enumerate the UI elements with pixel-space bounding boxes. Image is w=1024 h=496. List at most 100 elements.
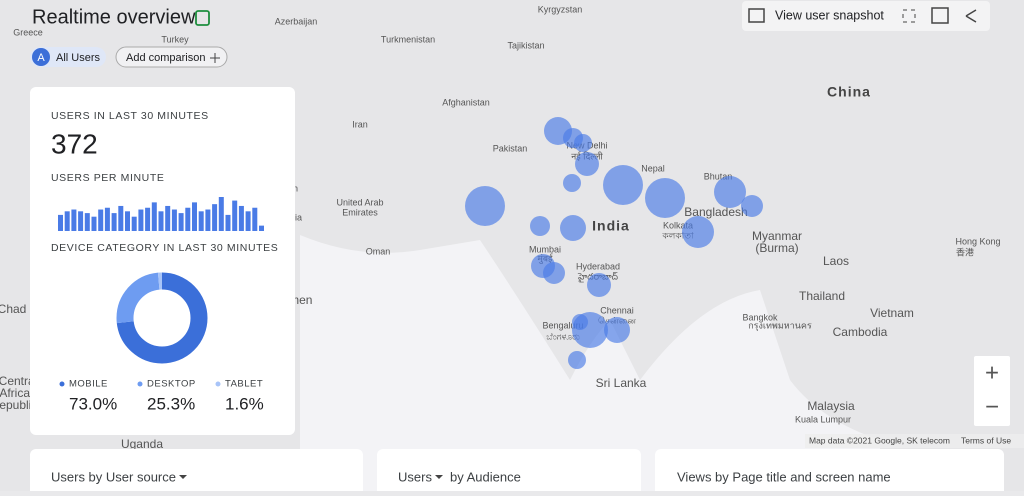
- location-bubble: [563, 174, 581, 192]
- card: [30, 449, 363, 496]
- map-label: (Burma): [755, 241, 798, 255]
- location-bubble: [575, 152, 599, 176]
- bar: [104, 207, 110, 231]
- bar: [131, 216, 137, 231]
- map-label: Bengaluru: [542, 320, 583, 330]
- dropdown-icon: [435, 475, 443, 479]
- map-label: Vietnam: [870, 306, 914, 320]
- card-title: by Audience: [450, 469, 521, 484]
- location-bubble: [645, 178, 685, 218]
- bar: [118, 205, 124, 231]
- map-label: Kyrgyzstan: [538, 4, 583, 14]
- map-label: Greece: [13, 27, 43, 37]
- zoom-control: [974, 356, 1010, 426]
- bar: [218, 197, 224, 231]
- legend-value: 73.0%: [69, 394, 117, 413]
- share-icon[interactable]: [965, 9, 977, 23]
- map-label: Emirates: [342, 207, 378, 217]
- location-bubble: [714, 176, 746, 208]
- bar: [98, 209, 104, 231]
- donut-segment: [116, 272, 208, 364]
- bar: [192, 202, 197, 231]
- map-label: African: [0, 386, 37, 400]
- device-donut: MOBILE 73.0% DESKTOP 25.3% TABLET 1.6%: [59, 272, 264, 413]
- bar: [178, 213, 184, 231]
- map-label: Chad: [0, 302, 26, 316]
- map-label: Kolkata: [663, 220, 693, 230]
- zoom-out[interactable]: −: [985, 393, 999, 420]
- dropdown-icon: [179, 475, 187, 479]
- insights-icon[interactable]: [931, 7, 949, 24]
- snapshot-button[interactable]: View user snapshot: [775, 8, 884, 22]
- location-bubble: [574, 134, 592, 152]
- badge-dot: [32, 48, 50, 66]
- summary-card: [30, 87, 295, 435]
- map-label: Thailand: [799, 289, 845, 303]
- map-label: Sri Lanka: [596, 376, 647, 390]
- bar: [212, 204, 218, 231]
- location-bubble: [568, 351, 586, 369]
- bar: [145, 207, 151, 231]
- device-label: DEVICE CATEGORY IN LAST 30 MINUTES: [51, 242, 278, 254]
- per-minute-chart: [58, 197, 264, 231]
- legend-value: 25.3%: [147, 394, 195, 413]
- legend-dot: [137, 381, 143, 387]
- legend-dot: [215, 381, 221, 387]
- location-bubble: [543, 262, 565, 284]
- terms-link[interactable]: Terms of Use: [961, 435, 1011, 445]
- bar: [225, 214, 231, 231]
- map-label: Afghanistan: [442, 97, 490, 107]
- location-bubble: [682, 216, 714, 248]
- map-labels: Azerbaijan Turkmenistan Tajikistan Kyrgyzst…: [0, 4, 1001, 451]
- map-label: Iran: [352, 119, 368, 129]
- map-label: Myanmar: [752, 229, 802, 243]
- add-comparison-label: Add comparison: [126, 52, 206, 64]
- map-label: Pakistan: [493, 143, 528, 153]
- toolbar: [742, 1, 990, 31]
- bar: [71, 209, 77, 231]
- location-bubble: [587, 273, 611, 297]
- map-label: Kuala Lumpur: [795, 414, 851, 424]
- card-title[interactable]: Users: [398, 469, 432, 484]
- map-label: Chennai: [600, 305, 634, 315]
- map-label: Nepal: [641, 163, 665, 173]
- segment-chip[interactable]: [30, 47, 106, 67]
- map-label: Uganda: [121, 437, 163, 451]
- map-label: Laos: [823, 254, 849, 268]
- verified-icon: [195, 10, 210, 26]
- bar: [185, 207, 191, 231]
- bar: [158, 211, 164, 231]
- users-label: USERS IN LAST 30 MINUTES: [51, 110, 209, 122]
- map-label: กรุงเทพมหานคร: [748, 320, 812, 331]
- map-label: Cambodia: [833, 325, 888, 339]
- map-ocean: [300, 235, 880, 491]
- bar: [259, 225, 264, 231]
- add-comparison-button[interactable]: [115, 46, 228, 68]
- bar: [78, 211, 84, 231]
- map-label: Mumbai: [529, 244, 561, 254]
- map-label: Oman: [366, 246, 391, 256]
- map-label: Hong Kong: [955, 236, 1000, 246]
- location-bubble: [572, 314, 588, 330]
- bar: [58, 214, 63, 231]
- legend-label: MOBILE: [69, 379, 108, 390]
- card: [377, 449, 641, 496]
- map-label: কলকাতা: [661, 230, 694, 240]
- map-label: Central: [0, 374, 37, 388]
- map-label: ಬೆಂಗಳೂರು: [546, 331, 580, 341]
- plus-icon: [210, 53, 220, 63]
- card: [655, 449, 1004, 496]
- card-title[interactable]: Users by User source: [51, 469, 176, 484]
- map-label: Bangladesh: [684, 205, 747, 219]
- map-label: 香港: [956, 246, 974, 257]
- map-attribution: Map data ©2021 Google, SK telecom: [809, 435, 950, 445]
- zoom-in[interactable]: +: [985, 359, 999, 386]
- snapshot-icon[interactable]: [748, 8, 765, 23]
- per-minute-label: USERS PER MINUTE: [51, 172, 164, 184]
- map-label: Republic: [0, 398, 37, 412]
- map-label: Malaysia: [807, 399, 855, 413]
- map-label: Turkey: [161, 34, 189, 44]
- fullscreen-icon[interactable]: [902, 9, 916, 23]
